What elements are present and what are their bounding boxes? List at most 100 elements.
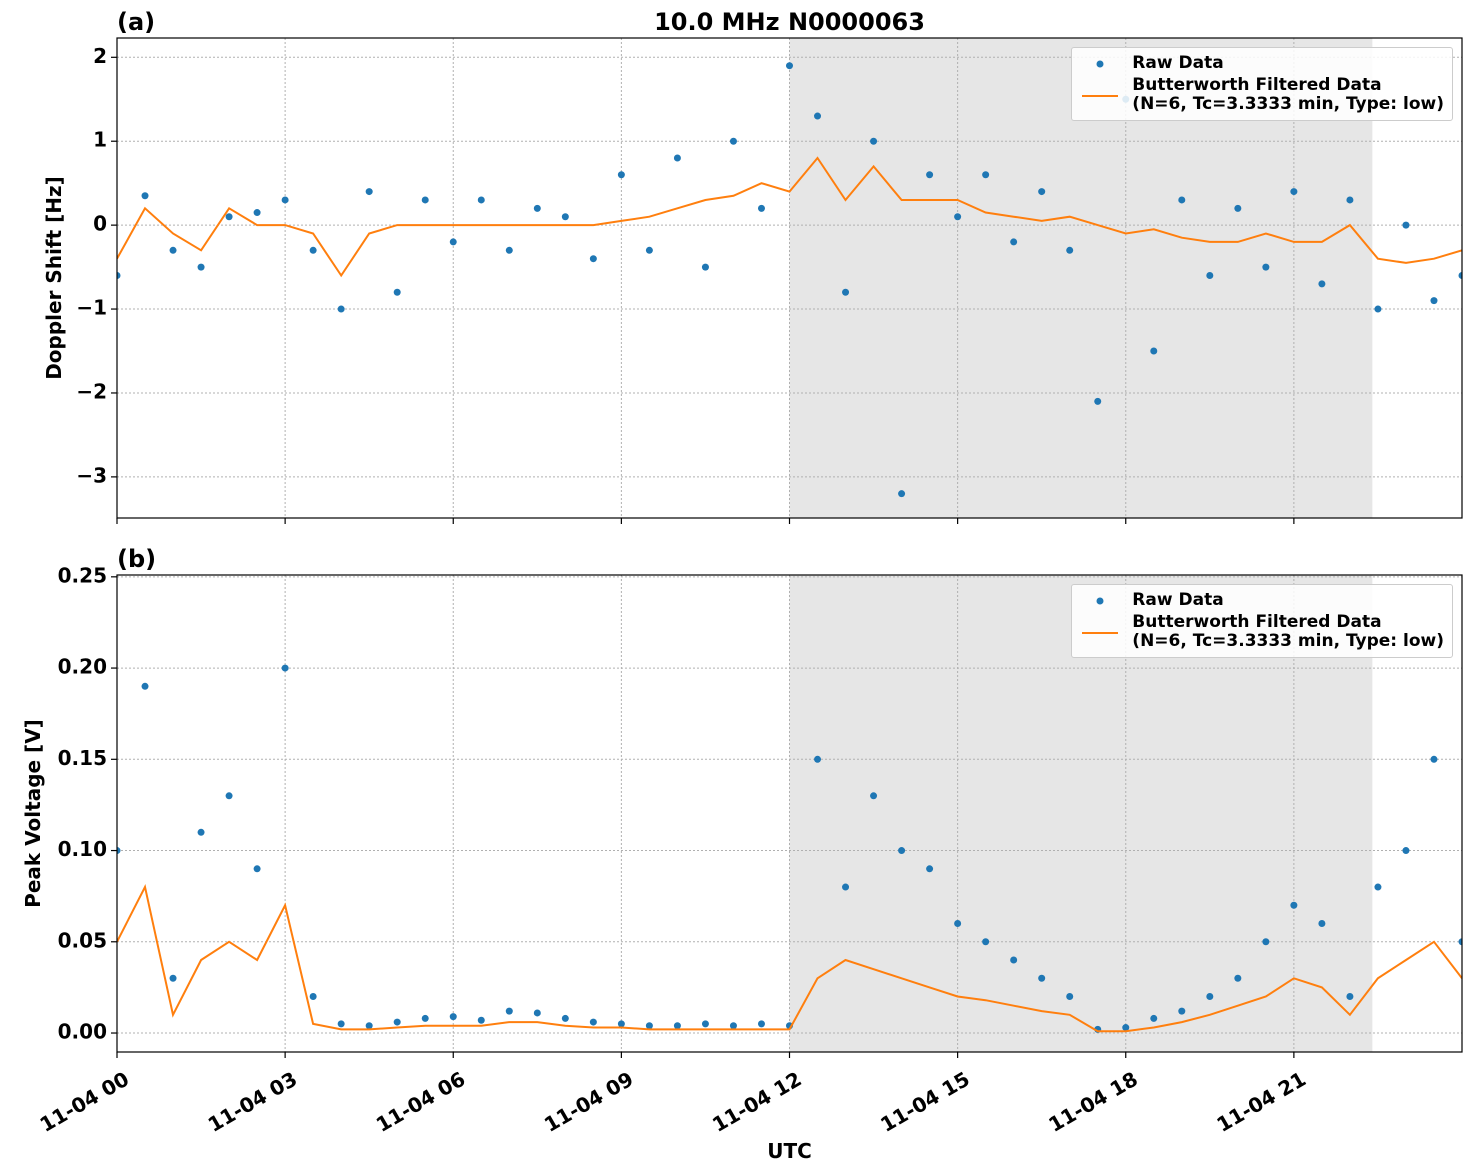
x-tick-label: 11-04 09 bbox=[540, 1067, 638, 1137]
raw-point bbox=[673, 1022, 681, 1030]
raw-point bbox=[617, 171, 625, 179]
raw-point bbox=[1290, 901, 1298, 909]
raw-point bbox=[926, 865, 934, 873]
raw-point bbox=[1262, 263, 1270, 271]
raw-point bbox=[393, 288, 401, 296]
x-tick-label: 11-04 12 bbox=[708, 1067, 806, 1137]
panel-label: (b) bbox=[117, 545, 156, 573]
raw-point bbox=[561, 1014, 569, 1022]
raw-point bbox=[281, 196, 289, 204]
raw-point bbox=[1150, 1014, 1158, 1022]
raw-point bbox=[169, 246, 177, 254]
raw-point bbox=[1066, 993, 1074, 1001]
raw-point bbox=[589, 255, 597, 263]
raw-point bbox=[337, 305, 345, 313]
y-tick-label: 0 bbox=[93, 212, 107, 236]
raw-point bbox=[1234, 974, 1242, 982]
raw-point bbox=[449, 238, 457, 246]
raw-point bbox=[393, 1018, 401, 1026]
raw-point bbox=[197, 828, 205, 836]
raw-point bbox=[1010, 238, 1018, 246]
legend-entry: Butterworth Filtered Data (N=6, Tc=3.333… bbox=[1080, 613, 1444, 651]
legend: Raw Data Butterworth Filtered Data (N=6, … bbox=[1071, 47, 1453, 121]
raw-point bbox=[117, 271, 121, 279]
axes-frame bbox=[116, 37, 1463, 519]
legend-label: Butterworth Filtered Data (N=6, Tc=3.333… bbox=[1132, 75, 1444, 114]
raw-point bbox=[842, 883, 850, 891]
raw-point bbox=[1094, 397, 1102, 405]
raw-point bbox=[898, 847, 906, 855]
raw-point bbox=[533, 1009, 541, 1017]
raw-point bbox=[1206, 271, 1214, 279]
raw-point bbox=[701, 1020, 709, 1028]
raw-point bbox=[926, 171, 934, 179]
raw-point bbox=[1318, 920, 1326, 928]
raw-point bbox=[1122, 1024, 1130, 1032]
raw-point bbox=[898, 490, 906, 498]
raw-point bbox=[337, 1020, 345, 1028]
x-tick-label: 11-04 06 bbox=[372, 1067, 470, 1137]
raw-point bbox=[1290, 188, 1298, 196]
raw-point bbox=[1458, 938, 1462, 946]
raw-point bbox=[1178, 196, 1186, 204]
legend-label: Raw Data bbox=[1132, 590, 1224, 610]
x-tick-label: 11-04 03 bbox=[204, 1067, 302, 1137]
raw-point bbox=[309, 246, 317, 254]
raw-point bbox=[842, 288, 850, 296]
filtered-line bbox=[117, 884, 1462, 1033]
raw-point bbox=[225, 792, 233, 800]
raw-point bbox=[729, 137, 737, 145]
raw-point bbox=[1430, 297, 1438, 305]
raw-point bbox=[954, 213, 962, 221]
raw-point bbox=[281, 664, 289, 672]
y-tick-label: 1 bbox=[93, 128, 107, 152]
raw-point bbox=[729, 1022, 737, 1030]
y-tick-label: 0.10 bbox=[58, 837, 107, 861]
raw-point bbox=[814, 755, 822, 763]
axes-frame bbox=[116, 574, 1463, 1053]
raw-point bbox=[1318, 280, 1326, 288]
raw-point bbox=[253, 209, 261, 217]
raw-point bbox=[449, 1013, 457, 1021]
y-tick-label: 0.20 bbox=[58, 655, 107, 679]
legend-key bbox=[1080, 86, 1120, 106]
chart-title: 10.0 MHz N0000063 bbox=[654, 8, 925, 36]
raw-point bbox=[1066, 246, 1074, 254]
y-tick-label: 2 bbox=[93, 44, 107, 68]
raw-point bbox=[141, 682, 149, 690]
raw-point bbox=[701, 263, 709, 271]
y-tick-label: 0.25 bbox=[58, 563, 107, 587]
raw-point bbox=[645, 1022, 653, 1030]
raw-point bbox=[1346, 196, 1354, 204]
raw-point bbox=[1374, 305, 1382, 313]
x-axis-label: UTC bbox=[767, 1139, 812, 1163]
y-axis-label: Doppler Shift [Hz] bbox=[42, 176, 66, 380]
raw-point bbox=[365, 188, 373, 196]
raw-point bbox=[253, 865, 261, 873]
raw-point bbox=[505, 246, 513, 254]
panel-label: (a) bbox=[117, 8, 155, 36]
x-tick-label: 11-04 18 bbox=[1044, 1067, 1142, 1137]
raw-point bbox=[1234, 204, 1242, 212]
legend-entry: Butterworth Filtered Data (N=6, Tc=3.333… bbox=[1080, 76, 1444, 114]
raw-point bbox=[1402, 847, 1410, 855]
filtered-line bbox=[117, 156, 1462, 278]
raw-point bbox=[982, 938, 990, 946]
legend-entry: Raw Data bbox=[1080, 591, 1444, 611]
raw-point bbox=[982, 171, 990, 179]
y-tick-label: 0.15 bbox=[58, 746, 107, 770]
raw-point bbox=[673, 154, 681, 162]
legend-key bbox=[1080, 591, 1120, 611]
raw-point bbox=[477, 1016, 485, 1024]
y-tick-label: −2 bbox=[76, 379, 107, 403]
raw-point bbox=[1150, 347, 1158, 355]
legend-entry: Raw Data bbox=[1080, 54, 1444, 74]
raw-point bbox=[421, 196, 429, 204]
raw-point bbox=[757, 1020, 765, 1028]
raw-point bbox=[477, 196, 485, 204]
raw-point bbox=[1402, 221, 1410, 229]
legend-key bbox=[1080, 54, 1120, 74]
raw-point bbox=[505, 1007, 513, 1015]
x-tick-label: 11-04 15 bbox=[876, 1067, 974, 1137]
